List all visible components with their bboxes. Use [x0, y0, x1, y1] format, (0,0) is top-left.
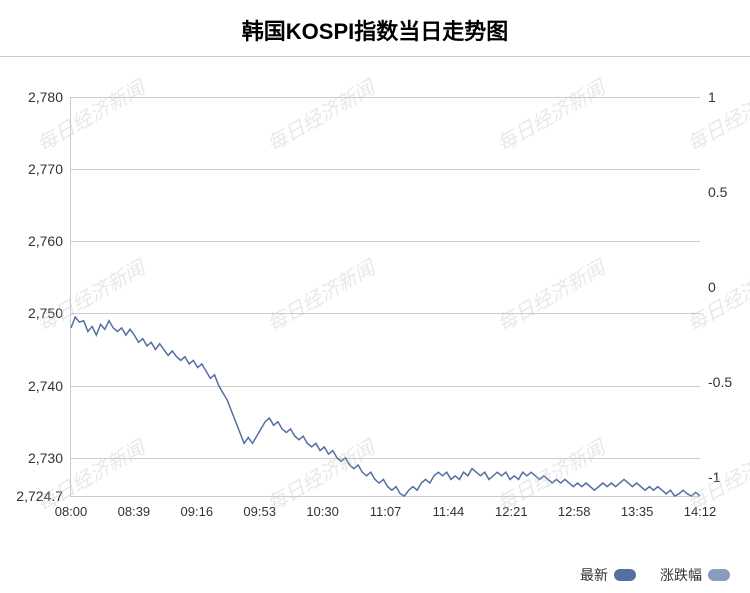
x-tick-label: 11:44 — [433, 496, 465, 519]
y-right-tick-label: 1 — [700, 89, 716, 105]
y-left-tick-label: 2,740 — [28, 378, 71, 394]
x-tick-label: 09:16 — [181, 496, 214, 519]
legend-label: 最新 — [580, 565, 608, 585]
y-left-tick-label: 2,750 — [28, 305, 71, 321]
x-tick-label: 11:07 — [370, 496, 402, 519]
legend-swatch — [614, 569, 636, 581]
y-left-tick-label: 2,730 — [28, 450, 71, 466]
x-tick-label: 12:21 — [495, 496, 528, 519]
x-tick-label: 09:53 — [243, 496, 276, 519]
y-left-tick-label: 2,780 — [28, 89, 71, 105]
y-left-tick-label: 2,770 — [28, 161, 71, 177]
legend-swatch — [708, 569, 730, 581]
legend-label: 涨跌幅 — [660, 565, 702, 585]
y-right-tick-label: -1 — [700, 469, 720, 485]
y-right-tick-label: 0.5 — [700, 184, 727, 200]
y-right-tick-label: -0.5 — [700, 374, 732, 390]
legend-item: 涨跌幅 — [660, 565, 730, 585]
x-tick-label: 13:35 — [621, 496, 654, 519]
x-tick-label: 08:00 — [55, 496, 88, 519]
x-tick-label: 14:12 — [684, 496, 717, 519]
y-right-tick-label: 0 — [700, 279, 716, 295]
legend-item: 最新 — [580, 565, 636, 585]
x-tick-label: 08:39 — [118, 496, 151, 519]
x-tick-label: 10:30 — [306, 496, 339, 519]
x-tick-label: 12:58 — [558, 496, 591, 519]
line-svg — [71, 97, 700, 496]
chart-title: 韩国KOSPI指数当日走势图 — [0, 0, 750, 56]
price-line — [71, 317, 700, 496]
chart-container: 2,724.72,7302,7402,7502,7602,7702,780-1-… — [0, 57, 750, 557]
legend: 最新 涨跌幅 — [580, 565, 730, 585]
y-left-tick-label: 2,760 — [28, 233, 71, 249]
plot-area: 2,724.72,7302,7402,7502,7602,7702,780-1-… — [70, 97, 700, 497]
